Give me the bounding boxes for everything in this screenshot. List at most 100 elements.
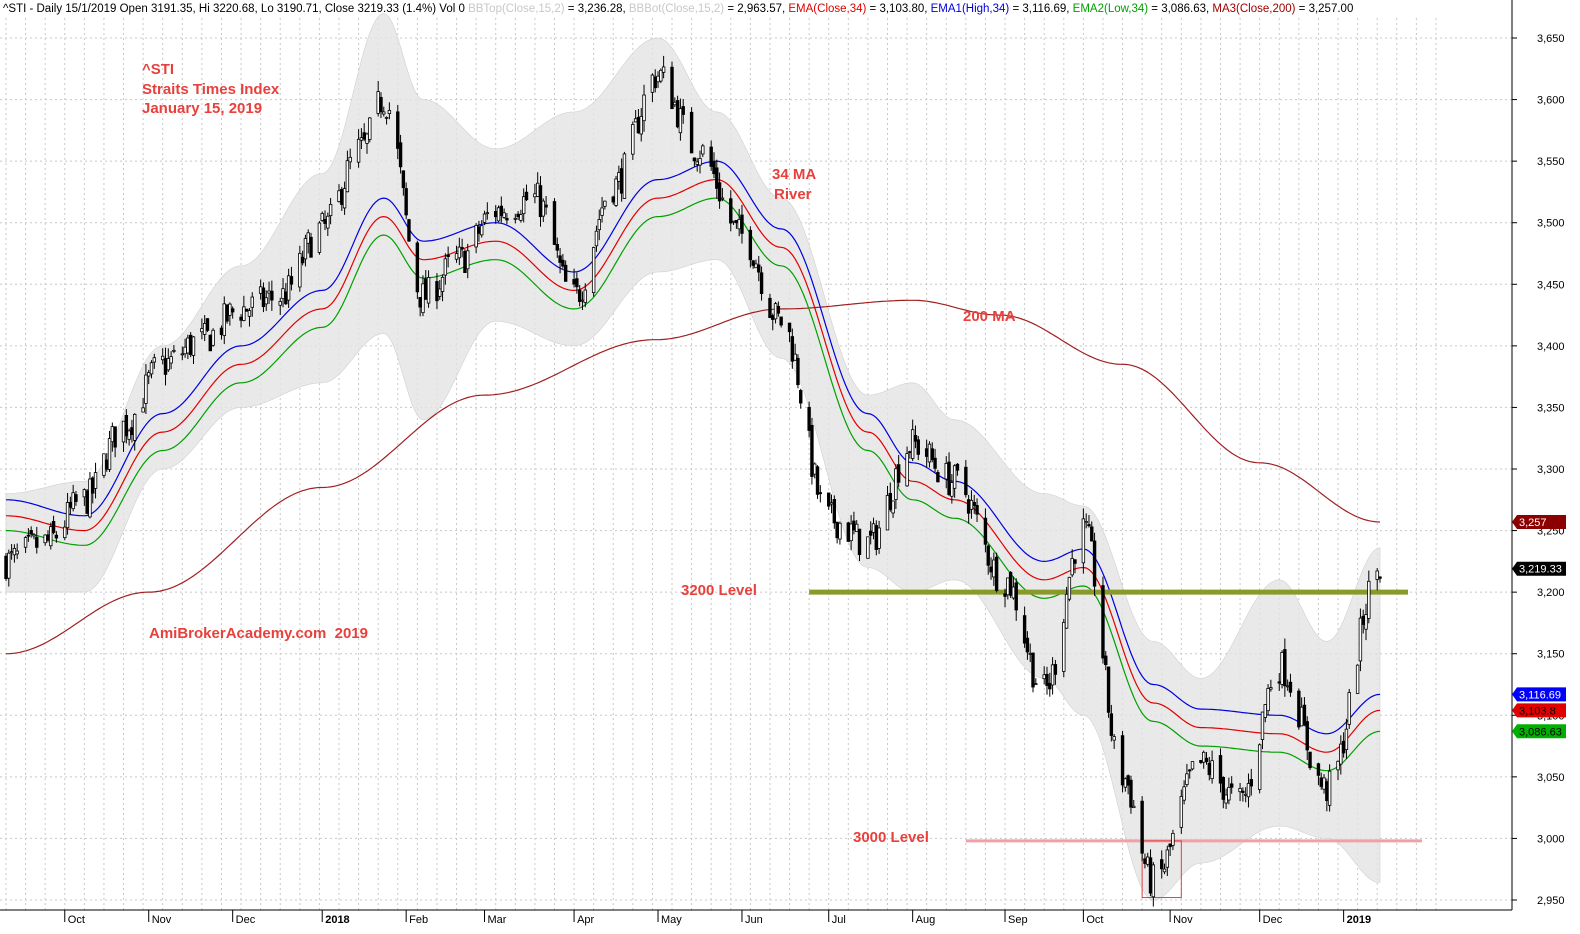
candle: [270, 280, 274, 311]
candle: [261, 282, 266, 313]
x-tick-label: 2019: [1347, 914, 1371, 926]
candle: [1283, 638, 1287, 697]
highlight-box: [1141, 840, 1182, 899]
candle: [74, 490, 78, 506]
candle: [1179, 789, 1184, 834]
candle: [793, 343, 797, 361]
candle: [147, 369, 151, 385]
candle: [1171, 829, 1175, 851]
candle: [7, 549, 11, 587]
x-tick-label: Feb: [409, 914, 428, 926]
candle: [144, 364, 148, 414]
value-tag-label: 3,086.63: [1519, 726, 1562, 738]
candle: [1269, 679, 1273, 692]
candle: [1008, 571, 1013, 598]
candle: [172, 344, 176, 354]
candle: [208, 334, 212, 352]
candle: [1162, 863, 1167, 875]
candle: [558, 247, 562, 274]
candle: [577, 285, 582, 307]
candle: [298, 245, 302, 292]
candle: [600, 197, 604, 223]
candle: [1241, 787, 1245, 802]
value-tag: 3,116.69: [1512, 687, 1566, 702]
candle: [482, 210, 487, 226]
candle: [1347, 688, 1351, 729]
candle: [678, 98, 683, 141]
annotation-3200-level: 3200 Level: [681, 582, 757, 599]
candle: [23, 536, 28, 553]
candle: [474, 223, 478, 254]
candle: [387, 102, 392, 120]
header-part: MA3(Close,200): [1212, 3, 1295, 15]
candle: [368, 117, 372, 143]
candle: [141, 397, 145, 413]
candle: [264, 290, 268, 311]
candle: [502, 208, 506, 219]
candle: [759, 266, 764, 301]
candle: [787, 322, 792, 343]
x-tick-label: Oct: [1086, 914, 1103, 926]
candle: [1344, 718, 1349, 759]
candle: [1218, 748, 1223, 793]
candle: [1378, 576, 1382, 583]
header-part: = 3,236.28,: [565, 3, 629, 15]
candle: [544, 196, 548, 215]
candle: [1327, 764, 1332, 812]
candle: [1257, 743, 1262, 794]
candle: [715, 159, 719, 199]
candle: [1050, 657, 1055, 695]
candle: [1101, 576, 1105, 664]
candle: [1112, 734, 1116, 749]
candle: [29, 526, 33, 538]
candle: [810, 417, 814, 485]
candle: [768, 293, 772, 319]
y-tick-label: 3,450: [1537, 279, 1565, 291]
candle: [661, 55, 666, 79]
candle: [1067, 576, 1072, 602]
x-tick-label: Jul: [832, 914, 846, 926]
candle: [415, 240, 420, 299]
x-tick-label: Dec: [236, 914, 256, 926]
candle: [1120, 730, 1125, 793]
candle: [460, 238, 464, 258]
candle: [191, 336, 196, 365]
ema-close-line: [6, 178, 1381, 753]
candle: [1336, 760, 1340, 781]
candle: [815, 465, 820, 499]
candle: [947, 452, 951, 497]
candle: [1280, 650, 1284, 689]
candle: [597, 209, 601, 241]
candle: [161, 348, 165, 365]
value-tag: 3,257: [1512, 514, 1566, 529]
candle: [1202, 750, 1206, 769]
candle: [933, 448, 937, 473]
header-part: = 3,257.00: [1295, 3, 1353, 15]
y-tick-label: 3,050: [1537, 772, 1565, 784]
candle: [642, 84, 646, 132]
candle: [950, 474, 954, 504]
candle: [717, 172, 722, 209]
candle: [846, 521, 851, 542]
candle: [1073, 559, 1077, 574]
candle: [398, 134, 403, 174]
candle: [1358, 608, 1363, 672]
candle: [463, 249, 467, 274]
y-tick-label: 3,350: [1537, 402, 1565, 414]
candle: [242, 295, 246, 322]
candle: [552, 198, 557, 245]
y-tick-label: 3,400: [1537, 341, 1565, 353]
candle: [1165, 845, 1170, 877]
candle: [1034, 678, 1038, 686]
candle: [65, 492, 70, 535]
value-tag: 3,219.33: [1512, 561, 1566, 576]
candle: [575, 272, 579, 294]
candle: [102, 453, 106, 479]
candle: [1238, 782, 1242, 802]
candle: [205, 318, 210, 332]
candle: [930, 442, 934, 463]
bollinger-band-area: [5, 13, 1381, 901]
candle: [952, 464, 957, 498]
header-part: BBTop(Close,15,2): [468, 3, 565, 15]
